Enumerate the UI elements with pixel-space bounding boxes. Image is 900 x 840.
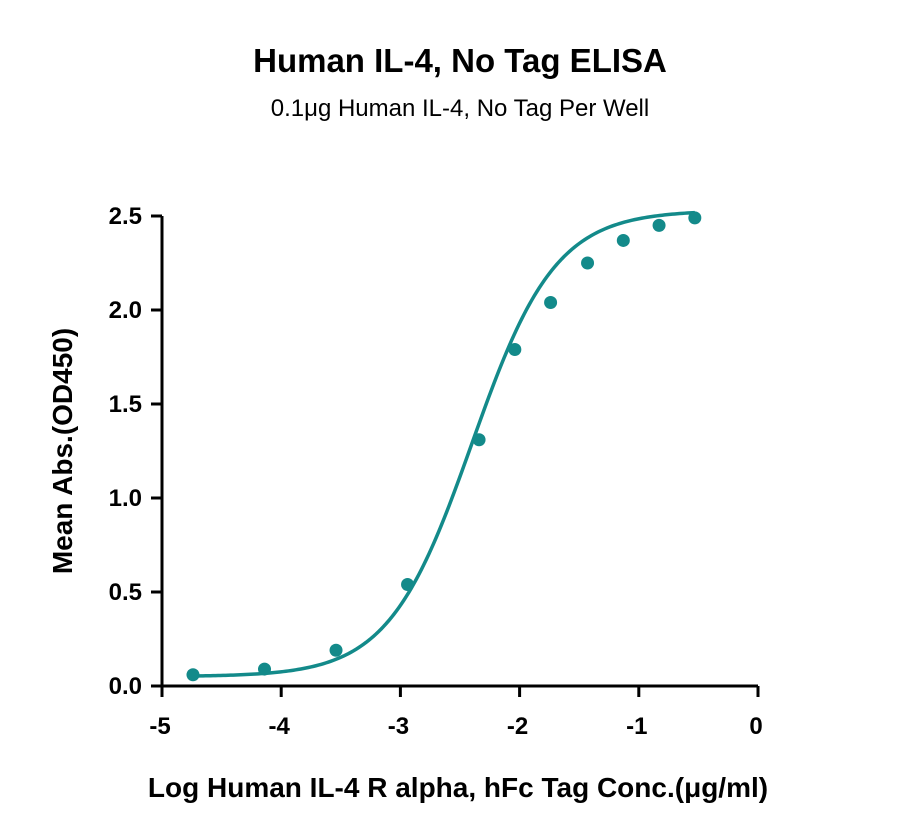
- data-point: [652, 218, 666, 232]
- data-point: [258, 662, 272, 676]
- x-axis-title: Log Human IL-4 R alpha, hFc Tag Conc.(μg…: [148, 772, 768, 803]
- data-points: [186, 211, 702, 682]
- data-point: [186, 668, 200, 682]
- axes: [160, 216, 758, 688]
- x-tick-label: 0: [749, 713, 762, 740]
- data-point: [508, 342, 522, 356]
- x-tick-label: -4: [269, 713, 291, 740]
- x-tick-label: -1: [626, 713, 647, 740]
- chart-title: Human IL-4, No Tag ELISA: [253, 42, 667, 79]
- y-tick-label: 1.5: [109, 391, 142, 418]
- y-tick-label: 2.0: [109, 297, 142, 324]
- fit-curve: [192, 210, 695, 678]
- data-point: [616, 233, 630, 247]
- x-ticks: -5 -4 -3 -2 -1 0: [149, 686, 763, 740]
- y-tick-label: 0.5: [109, 579, 142, 606]
- data-point: [581, 256, 595, 270]
- data-point: [472, 433, 486, 447]
- x-tick-label: -3: [388, 713, 409, 740]
- data-point: [401, 577, 415, 591]
- data-point: [329, 643, 343, 657]
- y-tick-label: 0.0: [109, 673, 142, 700]
- x-tick-label: -2: [507, 713, 528, 740]
- x-tick-label: -5: [149, 713, 170, 740]
- chart-subtitle: 0.1μg Human IL-4, No Tag Per Well: [271, 95, 649, 122]
- y-ticks: 0.0 0.5 1.0 1.5 2.0 2.5: [109, 203, 162, 700]
- data-point: [688, 211, 702, 225]
- y-axis-title: Mean Abs.(OD450): [47, 328, 78, 574]
- data-point: [544, 295, 558, 309]
- y-tick-label: 2.5: [109, 203, 142, 230]
- y-tick-label: 1.0: [109, 485, 142, 512]
